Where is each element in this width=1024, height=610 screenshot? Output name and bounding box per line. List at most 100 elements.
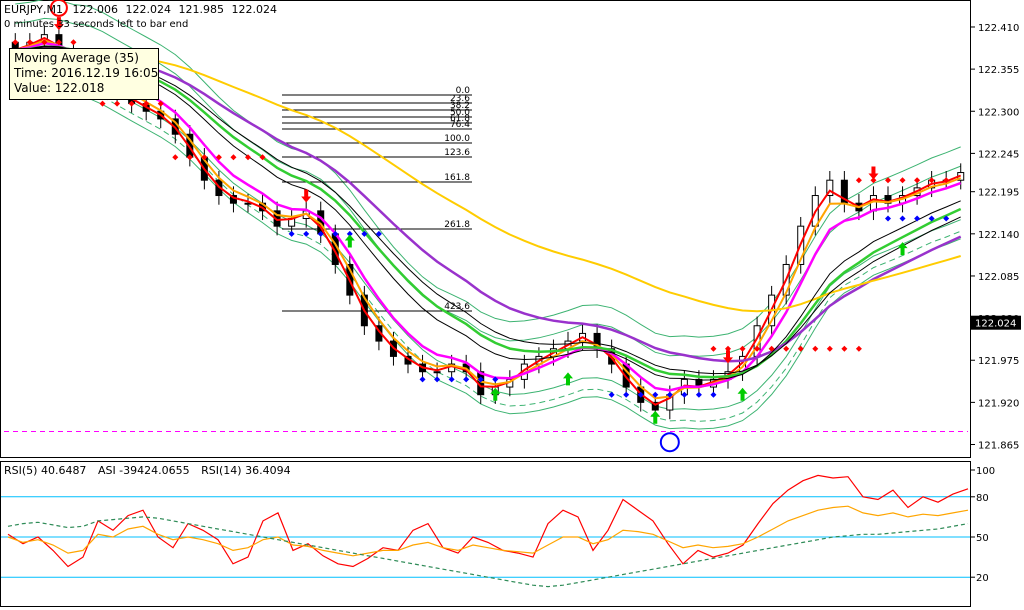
sell-dot (943, 177, 950, 184)
buy-dot (899, 215, 906, 222)
sell-dot (172, 154, 179, 161)
moving-average-line (15, 41, 962, 392)
buy-dot (346, 230, 353, 237)
moving-average-line (15, 46, 962, 363)
indicator-series-line (7, 516, 969, 588)
sell-arrow (53, 17, 64, 31)
buy-dot (652, 391, 659, 398)
moving-average-line (15, 39, 962, 400)
buy-dot (463, 376, 470, 383)
low-value: 121.985 (179, 3, 225, 16)
price-tick-label: 122.140 (978, 230, 1019, 241)
indicator-axis: 100 80 50 20 (971, 466, 995, 584)
buy-dot (419, 376, 426, 383)
fib-level-label: 123.6 (444, 148, 470, 158)
symbol-label: EURJPY,M1 (4, 3, 63, 16)
buy-dot (928, 215, 935, 222)
sell-dot (70, 39, 77, 46)
sell-dot (928, 177, 935, 184)
sell-dot (885, 177, 891, 184)
sell-dot (812, 345, 819, 352)
buy-dot (885, 215, 891, 222)
buy-dot (943, 215, 950, 222)
sell-dot (230, 154, 237, 161)
sell-dot (768, 345, 775, 352)
sell-dot (899, 177, 906, 184)
fibonacci-levels: 0.023.638.250.061.876.4 100.0 123.6 161.8 26… (282, 86, 472, 312)
sell-dot (114, 100, 121, 107)
band-line (15, 90, 961, 430)
indicator-tick-label: 80 (976, 493, 989, 504)
moving-average-line (15, 45, 961, 381)
moving-average-line (14, 36, 962, 406)
sell-dot (186, 154, 193, 161)
chart-symbol-ohlc: EURJPY,M1 122.006 122.024 121.985 122.02… (4, 3, 277, 16)
indicator-header: RSI(5) 40.6487 ASI -39424.0655 RSI(14) 3… (4, 464, 291, 477)
sell-dot (826, 345, 833, 352)
fib-level-label: 23.6 (450, 94, 470, 104)
buy-arrow (490, 387, 501, 401)
indicator-series-line (7, 505, 969, 557)
buy-dot (637, 391, 644, 398)
fib-level-label: 38.2 (450, 101, 470, 111)
price-tick-label: 121.865 (978, 441, 1019, 452)
tooltip-title: Moving Average (35) (14, 51, 139, 65)
buy-dot (608, 391, 615, 398)
current-price-box (971, 315, 1021, 330)
bar-timer-text: 0 minutes 33 seconds left to bar end (4, 19, 188, 30)
buy-dot (303, 230, 310, 237)
current-price-label: 122.024 (975, 319, 1016, 330)
moving-average-line (15, 45, 962, 379)
high-value: 122.024 (126, 3, 172, 16)
price-tick-label: 122.245 (978, 149, 1019, 160)
sell-dot (41, 39, 48, 46)
fib-level-label: 161.8 (444, 173, 470, 183)
sell-dot (855, 345, 862, 352)
sell-arrow (723, 350, 733, 364)
fib-level-label: 76.4 (450, 120, 470, 130)
buy-dot (448, 376, 455, 383)
sell-dot (143, 100, 150, 107)
sell-dot (870, 177, 877, 184)
buy-dot (914, 215, 921, 222)
sell-dot (26, 39, 33, 46)
signal-arrows (49, 0, 908, 453)
close-value: 122.024 (232, 3, 278, 16)
fib-level-label: 61.8 (450, 114, 470, 124)
candle-body (826, 179, 834, 197)
buy-dot (288, 230, 295, 237)
fib-level-label: 100.0 (444, 134, 470, 144)
moving-average-tooltip: Moving Average (35) Time: 2016.12.19 16:… (9, 48, 159, 100)
buy-arrow (897, 242, 908, 256)
buy-dot (477, 376, 484, 383)
buy-dot (695, 391, 702, 398)
price-tick-label: 121.920 (978, 398, 1019, 409)
indicator-tick-label: 100 (976, 466, 995, 477)
sell-dot (725, 345, 731, 352)
fib-level-label: 50.0 (450, 108, 470, 118)
buy-dot (434, 376, 441, 383)
buy-arrow (344, 234, 355, 248)
buy-dot (666, 391, 673, 398)
sell-dot (128, 100, 135, 107)
tooltip-time: Time: 2016.12.19 16:05 (14, 66, 159, 80)
sell-dot (99, 100, 106, 107)
sell-dot (157, 100, 164, 107)
sell-dot (841, 345, 848, 352)
buy-dot (361, 230, 368, 237)
sell-dot (754, 345, 761, 352)
sell-dot (783, 345, 790, 352)
candle-body (433, 371, 441, 374)
tooltip-value: Value: 122.018 (14, 81, 105, 95)
signal-dots (12, 39, 950, 398)
sell-arrow (301, 189, 312, 203)
price-tick-label: 122.300 (978, 107, 1019, 118)
price-tick-label: 122.410 (978, 23, 1019, 34)
indicator-series-line (7, 474, 969, 568)
indicator-tick-label: 20 (976, 573, 989, 584)
price-tick-label: 121.975 (978, 356, 1019, 367)
band-line (15, 17, 961, 357)
sell-dot (55, 39, 62, 46)
